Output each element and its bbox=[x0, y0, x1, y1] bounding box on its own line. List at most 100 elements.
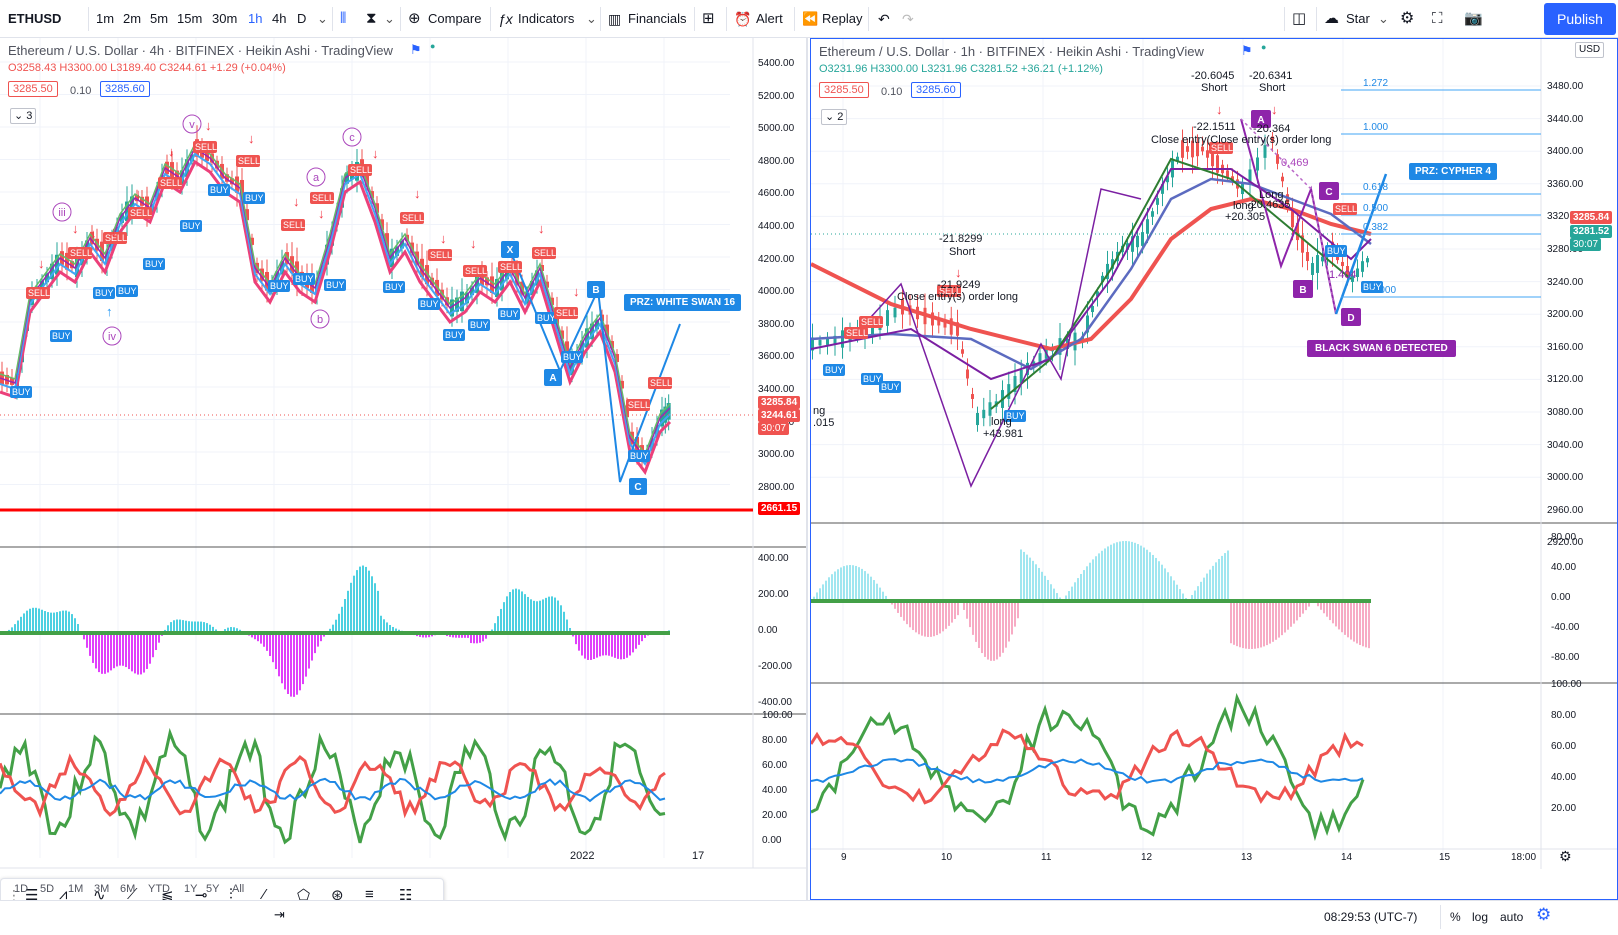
candle-body bbox=[480, 270, 484, 286]
range-1y[interactable]: 1Y bbox=[184, 883, 198, 895]
left-chart-panel[interactable]: BUY BUY BUY BUY BUY BUY BUY BUY BUY BUY BUY BUY BUY B… bbox=[0, 38, 808, 900]
annot-1404: 1.404 bbox=[1329, 269, 1357, 281]
layout-split-icon[interactable]: ◫ bbox=[1292, 10, 1307, 27]
alert-icon[interactable]: ⏰ bbox=[734, 11, 752, 27]
indicators-icon[interactable]: ƒx bbox=[498, 11, 513, 27]
ruler-icon[interactable]: ⁄ bbox=[263, 886, 266, 903]
interval-5m[interactable]: 5m bbox=[150, 11, 169, 26]
interval-dropdown-icon[interactable]: ⌄ bbox=[317, 11, 328, 26]
range-5y[interactable]: 5Y bbox=[206, 883, 220, 895]
chevron-down-icon: ⌄ bbox=[14, 110, 24, 122]
right-indicator-toggle[interactable]: ⌄ 2 bbox=[821, 109, 848, 125]
line-tool-icon[interactable]: ⟋ bbox=[127, 886, 138, 903]
interval-d[interactable]: D bbox=[297, 11, 307, 26]
undo-icon[interactable]: ↶ bbox=[878, 11, 890, 27]
candle-body bbox=[1346, 265, 1349, 278]
candle-body bbox=[961, 349, 964, 354]
stoch-line-green bbox=[0, 727, 666, 845]
left-buy-price-button[interactable]: 3285.60 bbox=[100, 81, 150, 97]
camera-icon[interactable]: 📷 bbox=[1464, 10, 1483, 27]
fullscreen-icon[interactable]: ⛶ bbox=[1432, 10, 1443, 27]
magnet-icon[interactable]: ⊛ bbox=[331, 887, 344, 904]
buy-signal-bg bbox=[93, 287, 115, 299]
left-sell-price-button[interactable]: 3285.50 bbox=[8, 81, 58, 97]
percent-toggle[interactable]: % bbox=[1450, 910, 1461, 924]
settings-gear-icon[interactable]: ⚙ bbox=[1400, 10, 1415, 27]
pattern-icon[interactable]: ⩘ bbox=[59, 886, 68, 903]
interval-30m[interactable]: 30m bbox=[212, 11, 238, 26]
text-tool-icon[interactable]: ≡ bbox=[365, 886, 374, 903]
trend-icon[interactable]: ☰ bbox=[25, 887, 39, 904]
cloud-icon[interactable]: ☁ bbox=[1324, 10, 1339, 27]
pattern-point-box bbox=[1319, 182, 1339, 200]
auto-toggle[interactable]: auto bbox=[1500, 910, 1524, 924]
left-chart-canvas[interactable]: BUY BUY BUY BUY BUY BUY BUY BUY BUY BUY BUY BUY BUY B… bbox=[0, 38, 806, 900]
wave-label: iv bbox=[108, 331, 116, 343]
financials-icon[interactable]: ▥ bbox=[608, 11, 622, 27]
rsi-tick: 20.00 bbox=[1551, 803, 1577, 814]
compare-button[interactable]: Compare bbox=[428, 11, 482, 26]
right-sell-price-button[interactable]: 3285.50 bbox=[819, 82, 869, 98]
axis-settings-gear-icon[interactable]: ⚙ bbox=[1559, 848, 1572, 864]
stoch-line-green bbox=[811, 692, 1365, 842]
bar-style-icon[interactable]: ⫴ bbox=[340, 10, 347, 27]
redo-icon[interactable]: ↷ bbox=[902, 11, 914, 27]
sell-arrow-icon: ↓ bbox=[293, 194, 300, 209]
shape-icon[interactable]: ⬠ bbox=[297, 887, 311, 904]
goto-date-icon[interactable]: ⇥ bbox=[274, 907, 285, 922]
symbol-search[interactable]: ETHUSD bbox=[8, 11, 62, 26]
measure-icon[interactable]: ⊸ bbox=[195, 887, 208, 904]
layout-grid-icon[interactable]: ⊞ bbox=[702, 10, 715, 27]
range-ytd[interactable]: YTD bbox=[148, 883, 170, 895]
publish-button[interactable]: Publish bbox=[1544, 3, 1616, 35]
indicators-dropdown-icon[interactable]: ⌄ bbox=[586, 11, 597, 26]
replay-icon[interactable]: ⏪ bbox=[802, 11, 819, 26]
range-1m[interactable]: 1M bbox=[68, 883, 84, 895]
currency-select[interactable]: USD bbox=[1575, 42, 1605, 58]
right-buy-price-button[interactable]: 3285.60 bbox=[911, 82, 961, 98]
right-chart-canvas[interactable]: BUYBUYBUYBUYBUYBUYSELLSELLSELLSELLSELL↓↓… bbox=[811, 39, 1617, 899]
range-6m[interactable]: 6M bbox=[120, 883, 136, 895]
range-1d[interactable]: 1D bbox=[14, 883, 29, 895]
range-3m[interactable]: 3M bbox=[94, 883, 110, 895]
star-dropdown-icon[interactable]: ⌄ bbox=[1378, 11, 1389, 26]
alert-button[interactable]: Alert bbox=[756, 11, 783, 26]
range-all[interactable]: All bbox=[232, 883, 245, 895]
candle-body bbox=[550, 297, 554, 305]
buy-signal-label: BUY bbox=[326, 280, 345, 290]
chart-settings-gear-icon[interactable]: ⚙ bbox=[1536, 905, 1552, 924]
list-icon[interactable]: ☷ bbox=[399, 887, 413, 904]
interval-1m[interactable]: 1m bbox=[96, 11, 115, 26]
range-5d[interactable]: 5D bbox=[40, 883, 55, 895]
indicators-button[interactable]: Indicators bbox=[518, 11, 575, 26]
candle-body bbox=[1311, 263, 1314, 275]
brush-icon[interactable]: ⫶ bbox=[229, 886, 233, 903]
wave-icon[interactable]: ∿ bbox=[93, 887, 106, 904]
log-toggle[interactable]: log bbox=[1472, 910, 1489, 924]
clock-time[interactable]: 08:29:53 (UTC-7) bbox=[1324, 910, 1418, 924]
sell-arrow-icon: ↓ bbox=[38, 256, 45, 271]
rsi-tick: 40.00 bbox=[1551, 772, 1577, 783]
sell-arrow-icon: ↓ bbox=[248, 131, 255, 146]
interval-15m[interactable]: 15m bbox=[177, 11, 203, 26]
style-dropdown-icon[interactable]: ⌄ bbox=[384, 11, 395, 26]
pattern-point-label: C bbox=[634, 482, 641, 493]
left-indicator-toggle[interactable]: ⌄ 3 bbox=[10, 108, 37, 124]
candle-body bbox=[165, 161, 169, 175]
interval-1h[interactable]: 1h bbox=[248, 11, 263, 26]
compare-icon[interactable]: ⊕ bbox=[408, 10, 421, 27]
pattern-point-label: B bbox=[1299, 285, 1306, 296]
star-layout-button[interactable]: Star bbox=[1346, 11, 1370, 26]
candle-body bbox=[1181, 140, 1184, 158]
financials-button[interactable]: Financials bbox=[628, 11, 687, 26]
candle-body bbox=[475, 276, 479, 293]
drag-handle-icon[interactable]: ⋮ bbox=[7, 887, 21, 903]
interval-4h[interactable]: 4h bbox=[272, 11, 287, 26]
fib-icon[interactable]: ⫹ bbox=[161, 887, 174, 904]
right-chart-panel[interactable]: BUY BUY BUY BUY BUY BUY SELL SELL SELL SELL SELL ↓ ↓… bbox=[810, 38, 1618, 900]
candle-style-icon[interactable]: ⧗ bbox=[366, 10, 377, 27]
candle-body bbox=[1019, 369, 1023, 384]
interval-2m[interactable]: 2m bbox=[123, 11, 142, 26]
replay-button[interactable]: Replay bbox=[822, 11, 863, 26]
sell-signal-bg bbox=[859, 316, 883, 328]
